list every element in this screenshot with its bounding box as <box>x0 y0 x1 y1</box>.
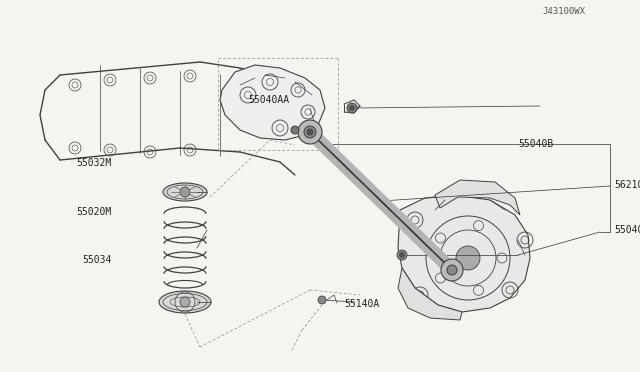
Circle shape <box>298 120 322 144</box>
Circle shape <box>441 259 463 281</box>
Polygon shape <box>398 268 462 320</box>
Circle shape <box>349 106 355 110</box>
Circle shape <box>399 253 404 257</box>
Circle shape <box>447 265 457 275</box>
Polygon shape <box>220 65 325 140</box>
Circle shape <box>456 246 480 270</box>
Text: 55040B: 55040B <box>614 225 640 235</box>
Polygon shape <box>435 180 520 215</box>
Circle shape <box>318 296 326 304</box>
Text: J43100WX: J43100WX <box>543 7 586 16</box>
Circle shape <box>307 129 313 135</box>
Circle shape <box>397 250 407 260</box>
Text: 55040B: 55040B <box>518 140 554 149</box>
Text: 55040AA: 55040AA <box>248 95 289 105</box>
Circle shape <box>180 187 190 197</box>
Circle shape <box>347 103 357 113</box>
Circle shape <box>304 126 316 138</box>
Polygon shape <box>398 195 530 312</box>
Ellipse shape <box>163 183 207 201</box>
Text: 55034: 55034 <box>83 255 112 264</box>
Text: 55140A: 55140A <box>344 299 380 309</box>
Circle shape <box>291 126 299 134</box>
Text: 55032M: 55032M <box>77 158 112 168</box>
Ellipse shape <box>159 291 211 313</box>
Text: 55020M: 55020M <box>77 207 112 217</box>
Text: 56210K: 56210K <box>614 180 640 190</box>
Circle shape <box>180 297 190 307</box>
